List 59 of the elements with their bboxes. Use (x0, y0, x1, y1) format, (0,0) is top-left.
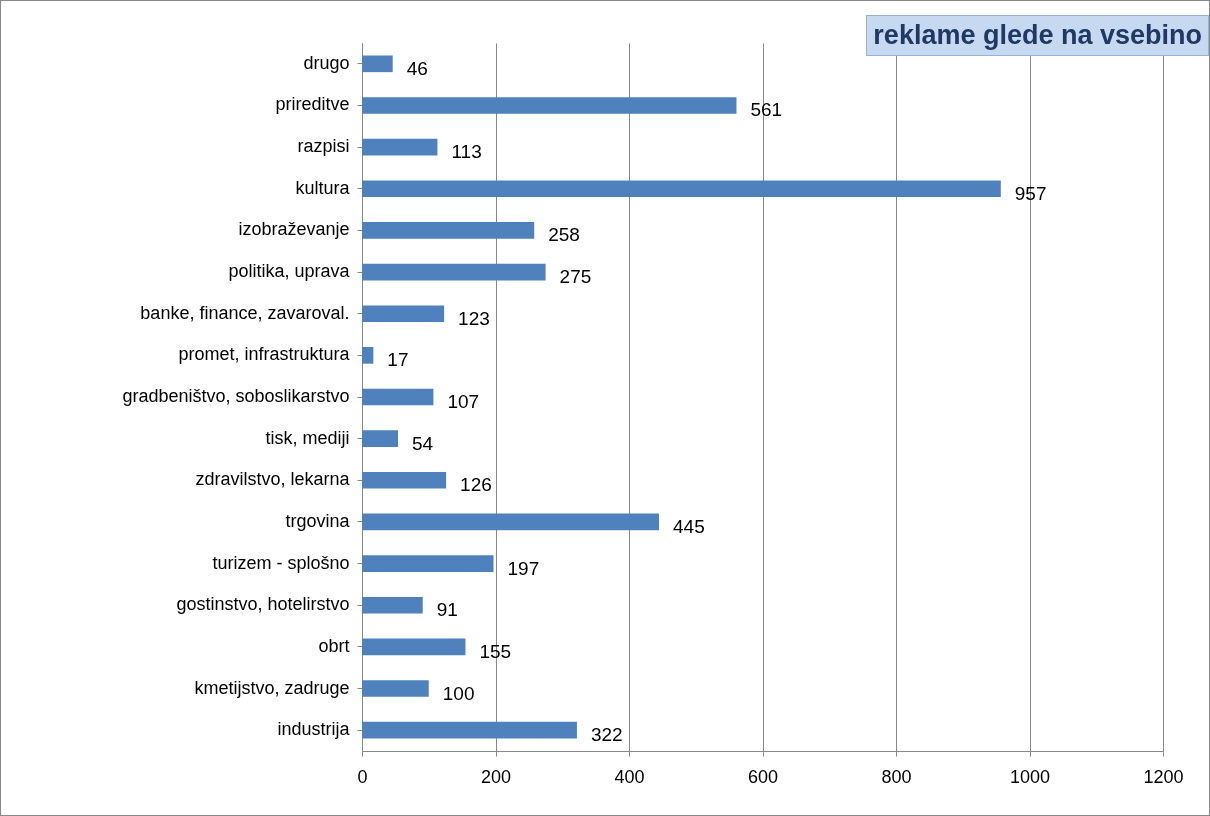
bar (362, 555, 494, 572)
x-tick-label: 200 (480, 766, 512, 787)
data-label: 91 (436, 599, 458, 621)
bar (362, 388, 434, 406)
data-label: 197 (507, 557, 540, 579)
y-tick-label: promet, infrastruktura (178, 344, 351, 365)
x-tick-label: 0 (357, 766, 368, 787)
data-label: 126 (460, 474, 492, 496)
bar (362, 263, 546, 281)
data-label: 107 (447, 391, 480, 412)
data-label: 17 (387, 349, 409, 371)
y-tick-label: kmetijstvo, zadruge (194, 677, 350, 698)
data-label: 54 (412, 432, 434, 454)
bar (362, 471, 447, 489)
bar (362, 721, 577, 739)
y-tick-label: banke, finance, zavaroval. (140, 302, 350, 323)
data-label: 322 (590, 724, 623, 746)
y-tick-label: turizem - splošno (212, 552, 350, 573)
bar (362, 638, 466, 656)
data-label: 113 (451, 141, 482, 163)
y-tick-label: tisk, mediji (265, 427, 350, 448)
data-label: 957 (1014, 182, 1047, 204)
x-tick-label: 1200 (1143, 766, 1184, 787)
bar (362, 55, 393, 73)
y-tick-label: trgovina (285, 510, 351, 531)
bar (362, 596, 423, 614)
bar (362, 347, 374, 364)
chart-title: reklame glede na vsebino (866, 15, 1209, 56)
y-tick-label: obrt (318, 635, 350, 656)
x-tick-label: 600 (747, 766, 779, 787)
bar (362, 222, 535, 239)
x-tick-label: 400 (614, 766, 645, 787)
data-label: 275 (559, 266, 592, 288)
y-tick-label: zdravilstvo, lekarna (195, 469, 351, 490)
bar (362, 180, 1001, 198)
y-tick-label: gostinstvo, hotelirstvo (176, 594, 350, 615)
y-tick-label: drugo (303, 52, 350, 73)
y-tick-label: razpisi (297, 136, 350, 157)
data-label: 258 (548, 224, 580, 246)
bar (362, 138, 438, 156)
data-label: 100 (442, 682, 475, 704)
data-label: 445 (673, 515, 705, 537)
x-tick-label: 800 (881, 766, 912, 787)
data-label: 46 (406, 57, 428, 79)
y-tick-label: politika, uprava (228, 261, 351, 282)
y-tick-label: kultura (295, 177, 351, 198)
data-label: 155 (479, 640, 512, 662)
y-tick-label: gradbeništvo, soboslikarstvo (122, 386, 350, 406)
y-tick-label: industrija (277, 719, 351, 740)
bar (362, 305, 445, 323)
bar (362, 513, 660, 531)
data-label: 123 (458, 307, 490, 329)
bar (362, 97, 737, 114)
y-tick-label: prireditve (275, 94, 350, 115)
bar (362, 430, 399, 447)
data-label: 561 (750, 99, 783, 121)
bar (362, 680, 429, 697)
x-tick-label: 1000 (1009, 766, 1051, 787)
y-tick-label: izobraževanje (238, 219, 350, 240)
